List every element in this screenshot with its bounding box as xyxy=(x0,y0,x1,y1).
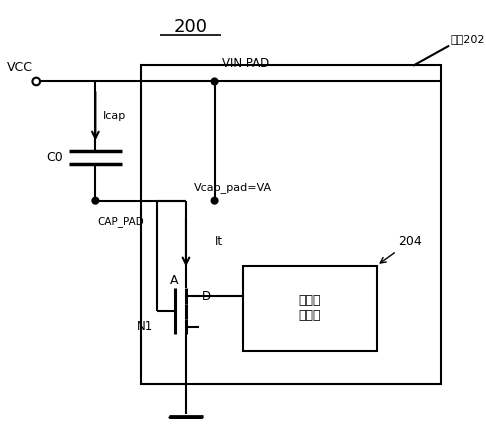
Text: 204: 204 xyxy=(380,236,421,263)
Text: It: It xyxy=(215,235,223,248)
Bar xyxy=(243,266,377,351)
Circle shape xyxy=(211,197,218,204)
Circle shape xyxy=(92,197,99,204)
Text: A: A xyxy=(170,274,178,287)
Text: D: D xyxy=(202,290,211,302)
Text: Vcap_pad=VA: Vcap_pad=VA xyxy=(193,182,272,193)
Text: VIN PAD: VIN PAD xyxy=(222,57,269,70)
Text: N1: N1 xyxy=(137,320,154,333)
Text: Icap: Icap xyxy=(103,111,126,121)
Text: C0: C0 xyxy=(46,151,63,164)
Text: 局压控
制模块: 局压控 制模块 xyxy=(299,294,321,323)
Polygon shape xyxy=(169,417,203,429)
Text: 200: 200 xyxy=(174,18,208,36)
Circle shape xyxy=(211,78,218,85)
Text: 芯片202: 芯片202 xyxy=(450,34,485,44)
Bar xyxy=(141,65,441,384)
Text: VCC: VCC xyxy=(6,61,33,74)
Text: CAP_PAD: CAP_PAD xyxy=(97,216,144,227)
